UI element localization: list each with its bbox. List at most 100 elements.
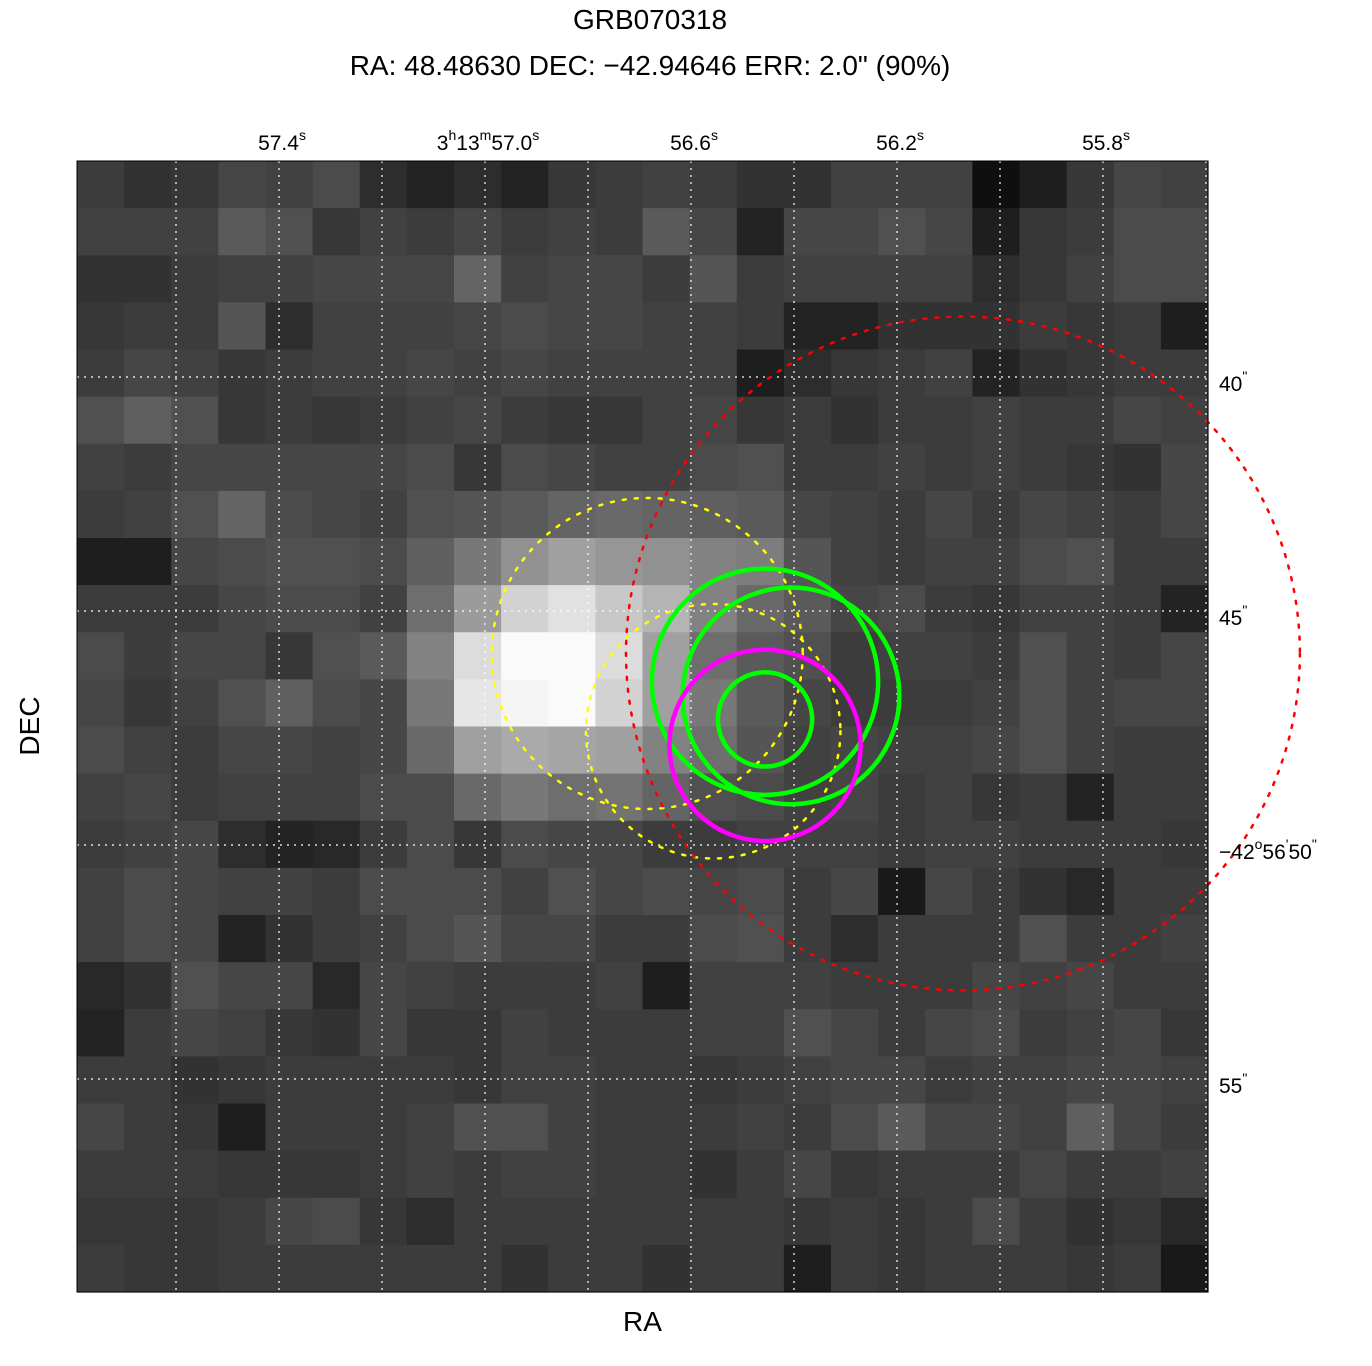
image-pixel [359,726,408,775]
image-pixel [312,302,361,351]
image-pixel [77,255,125,303]
image-pixel [454,443,502,492]
image-pixel [312,538,361,586]
image-pixel [689,302,738,351]
image-pixel [77,161,125,209]
image-pixel [77,538,125,586]
image-pixel [501,1150,549,1199]
image-pixel [124,443,172,492]
image-pixel [406,962,455,1010]
error-circles [490,315,1302,992]
image-pixel [595,208,644,256]
image-pixel [783,396,832,445]
image-pixel [595,1103,644,1152]
image-pixel [1113,161,1162,209]
image-pixel [1019,349,1068,398]
image-pixel [359,538,408,586]
image-pixel [265,1197,314,1246]
image-pixel [124,1009,172,1057]
image-pixel [501,1056,549,1105]
image-pixel [595,773,644,822]
image-pixel [1160,1150,1209,1199]
image-pixel [925,1103,973,1152]
image-pixel [359,396,408,445]
image-pixel [1066,302,1115,351]
image-pixel [1160,161,1209,209]
image-pixel [972,1150,1021,1199]
image-pixel [124,396,172,445]
image-pixel [359,1009,408,1057]
image-pixel [689,1197,738,1246]
image-pixel [925,1056,973,1105]
image-pixel [689,538,738,586]
image-pixel [501,161,549,209]
image-pixel [925,1197,973,1246]
image-pixel [1019,208,1068,256]
image-pixel [406,679,455,728]
image-pixel [312,867,361,916]
image-pixel [548,726,596,775]
image-pixel [171,396,219,445]
image-pixel [972,585,1021,633]
image-pixel [265,773,314,822]
x-tick-label: 57.4s [258,127,306,155]
image-pixel [454,255,502,303]
image-pixel [218,632,267,680]
image-pixel [406,773,455,822]
image-pixel [736,538,785,586]
image-pixel [1019,443,1068,492]
image-pixel [218,773,267,822]
image-pixel [595,349,644,398]
image-pixel [689,1009,738,1057]
image-pixel [124,1150,172,1199]
image-pixel [77,349,125,398]
image-pixel [878,161,926,209]
y-tick-label: 45" [1219,602,1247,630]
image-pixel [595,867,644,916]
image-pixel [642,255,691,303]
image-pixel [312,585,361,633]
image-pixel [1160,443,1209,492]
image-pixel [1066,867,1115,916]
image-pixel [171,208,219,256]
image-pixel [406,161,455,209]
image-pixel [1113,443,1162,492]
image-pixel [77,490,125,539]
image-pixel [501,1244,549,1293]
image-pixel [501,490,549,539]
image-pixel [124,490,172,539]
image-pixel [972,1197,1021,1246]
image-pixel [783,1197,832,1246]
image-pixel [454,726,502,775]
image-pixel [1113,302,1162,351]
image-pixel [218,962,267,1010]
image-pixel [972,1103,1021,1152]
image-pixel [1019,538,1068,586]
image-pixel [77,773,125,822]
image-pixel [925,915,973,963]
image-pixel [736,1103,785,1152]
image-pixel [406,585,455,633]
image-pixel [925,443,973,492]
image-pixel [406,632,455,680]
image-pixel [77,1197,125,1246]
image-pixel [595,443,644,492]
image-pixel [359,962,408,1010]
image-pixel [501,1197,549,1246]
image-pixel [1160,915,1209,963]
image-pixel [124,962,172,1010]
image-pixel [218,1197,267,1246]
image-pixel [972,1244,1021,1293]
image-pixel [878,915,926,963]
image-pixel [501,1009,549,1057]
image-pixel [77,632,125,680]
image-pixel [548,208,596,256]
image-pixel [1113,773,1162,822]
image-pixel [595,255,644,303]
image-pixel [171,349,219,398]
image-pixel [312,490,361,539]
y-tick-label: 40" [1219,368,1247,396]
image-pixel [406,1244,455,1293]
image-pixel [925,773,973,822]
